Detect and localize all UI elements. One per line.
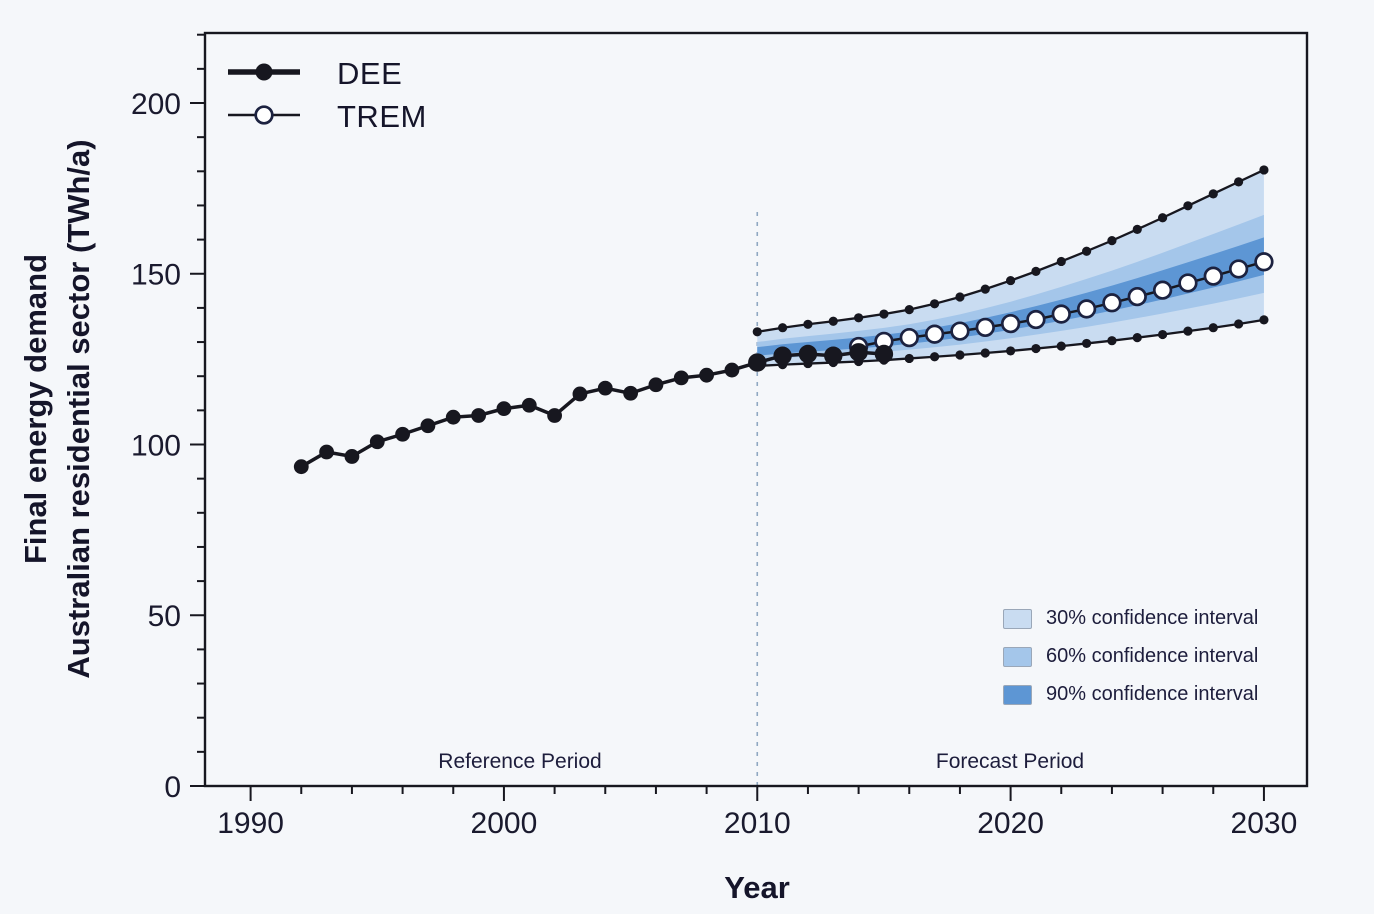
y-tick-label: 0 [164, 771, 181, 804]
ci-swatch-60 [1003, 646, 1032, 667]
y-axis-title-line1: Final energy demand [18, 253, 53, 565]
y-axis-title: Final energy demand Australian residenti… [14, 139, 100, 678]
ci-label-30: 30% confidence interval [1046, 607, 1259, 629]
y-tick-label: 50 [148, 600, 181, 633]
ci-legend-row-90: 90% confidence interval [1003, 683, 1258, 706]
ci-legend-row-60: 60% confidence interval [1003, 645, 1258, 668]
y-tick-label: 100 [131, 429, 181, 462]
trem-series [848, 252, 1274, 357]
y-axis-title-line2: Australian residential sector (TWh/a) [61, 139, 96, 679]
x-tick-label: 1990 [217, 807, 284, 840]
ci-label-90: 90% confidence interval [1046, 683, 1259, 705]
x-axis: 1990 2000 2010 2020 2030 [217, 786, 1297, 840]
x-tick-label: 2020 [977, 807, 1044, 840]
trem-legend-marker [254, 105, 274, 125]
x-tick-label: 2000 [471, 807, 538, 840]
forecast-upper-boundary [752, 165, 1269, 337]
x-axis-title: Year [724, 870, 790, 905]
x-tick-label: 2030 [1231, 807, 1298, 840]
ci-swatch-90 [1003, 684, 1032, 705]
ci-legend-row-30: 30% confidence interval [1003, 607, 1258, 630]
dee-series [293, 343, 894, 475]
dee-legend-marker [255, 63, 273, 81]
forecast-period-label: Forecast Period [935, 750, 1085, 773]
legend-label-dee: DEE [337, 56, 403, 91]
y-tick-label: 200 [131, 88, 181, 121]
reference-period-label: Reference Period [438, 750, 602, 773]
x-tick-label: 2010 [724, 807, 791, 840]
ci-swatch-30 [1003, 608, 1032, 629]
plot-frame [203, 31, 1309, 788]
series-legend-markers [228, 63, 300, 125]
y-tick-label: 150 [131, 259, 181, 292]
legend-label-trem: TREM [337, 99, 427, 134]
ci-label-60: 60% confidence interval [1046, 645, 1259, 667]
y-axis: 0 50 100 150 200 [131, 33, 205, 804]
confidence-bands [757, 169, 1264, 366]
